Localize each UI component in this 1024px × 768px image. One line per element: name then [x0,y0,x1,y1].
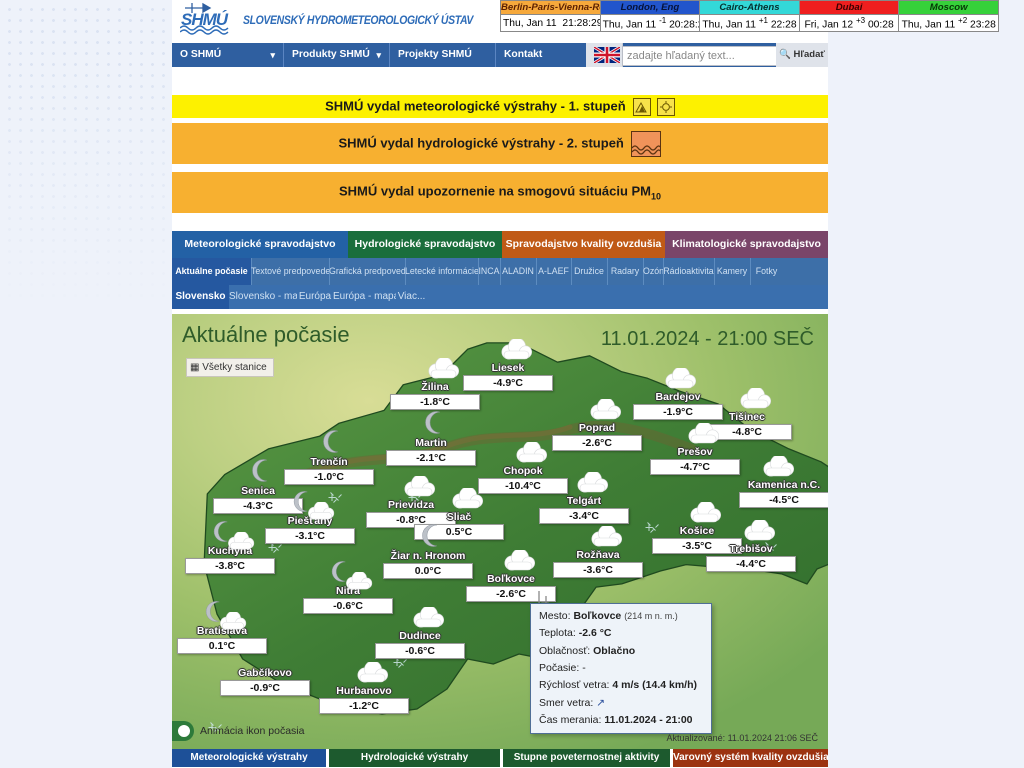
svg-text:SHMÚ: SHMÚ [181,10,229,29]
svg-text:SLOVENSKÝ HYDROMETEOROLOGICKÝ: SLOVENSKÝ HYDROMETEOROLOGICKÝ ÚSTAV [243,12,475,27]
